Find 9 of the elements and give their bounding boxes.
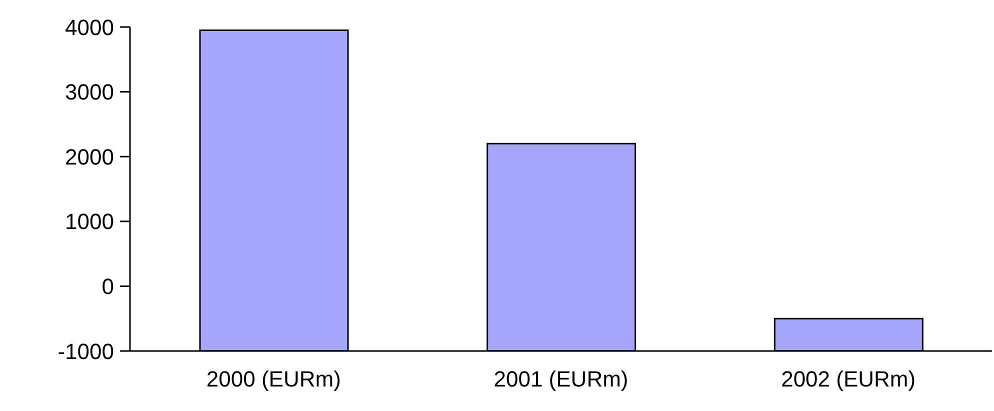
x-tick-label: 2001 (EURm) bbox=[494, 366, 628, 392]
y-tick-label: 3000 bbox=[65, 80, 114, 105]
y-tick-label: -1000 bbox=[58, 338, 114, 364]
x-tick-label: 2002 (EURm) bbox=[781, 366, 916, 392]
y-tick-label: 2000 bbox=[65, 144, 114, 170]
x-tick-label: 2000 (EURm) bbox=[206, 366, 341, 392]
y-tick-label: 0 bbox=[102, 274, 114, 300]
y-tick-label: 4000 bbox=[65, 14, 114, 40]
y-tick-label: 1000 bbox=[65, 209, 114, 234]
